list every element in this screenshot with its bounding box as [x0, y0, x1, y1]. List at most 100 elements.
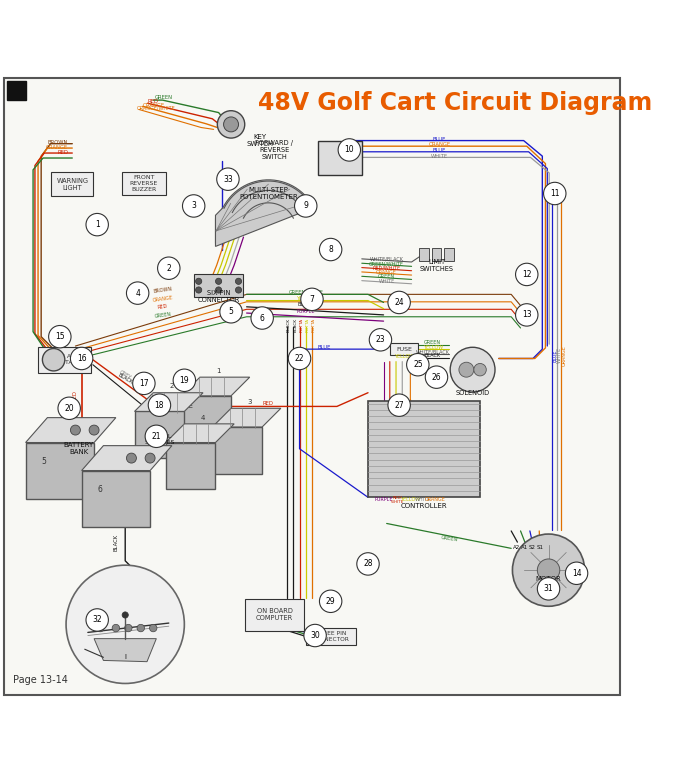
- Text: FRONT
REVERSE
BUZZER: FRONT REVERSE BUZZER: [130, 175, 158, 192]
- Text: 20: 20: [65, 404, 74, 413]
- Text: SOLENOID: SOLENOID: [456, 390, 490, 396]
- Text: ROTTA: ROTTA: [312, 318, 316, 332]
- Bar: [26, 442, 94, 499]
- Text: S1: S1: [537, 545, 544, 550]
- Circle shape: [217, 111, 244, 138]
- Circle shape: [145, 453, 155, 463]
- Text: 10: 10: [344, 145, 354, 155]
- Bar: [306, 628, 356, 645]
- Circle shape: [71, 347, 93, 369]
- Text: 4: 4: [201, 414, 205, 421]
- Bar: [181, 396, 231, 442]
- Text: 19: 19: [179, 376, 189, 385]
- Circle shape: [513, 534, 585, 606]
- Text: 13: 13: [522, 311, 532, 319]
- Text: PURPLE: PURPLE: [374, 497, 393, 502]
- Text: 2: 2: [170, 383, 174, 390]
- Text: WHITE: WHITE: [415, 497, 431, 502]
- Circle shape: [515, 264, 538, 286]
- Text: 31: 31: [544, 584, 553, 594]
- Circle shape: [425, 366, 447, 388]
- Text: GREEN/WHITE: GREEN/WHITE: [289, 289, 323, 295]
- Text: WHITE: WHITE: [379, 279, 394, 284]
- Text: 1: 1: [217, 368, 221, 374]
- Text: RED/WHITE: RED/WHITE: [373, 266, 401, 271]
- Circle shape: [217, 168, 239, 190]
- Polygon shape: [94, 638, 156, 662]
- Text: WHITE/BLACK: WHITE/BLACK: [416, 349, 449, 354]
- Circle shape: [71, 425, 80, 435]
- Circle shape: [183, 195, 205, 217]
- Text: GREEN/WHITE: GREEN/WHITE: [369, 261, 404, 267]
- Text: BROWN: BROWN: [48, 140, 68, 145]
- Text: 3: 3: [191, 202, 196, 210]
- Circle shape: [319, 238, 342, 261]
- Text: YELLOW: YELLOW: [423, 345, 443, 349]
- Text: ORANGE: ORANGE: [376, 270, 397, 275]
- Text: ORANGE: ORANGE: [425, 497, 445, 502]
- Circle shape: [537, 577, 559, 600]
- Circle shape: [251, 307, 274, 329]
- Text: GREY: GREY: [118, 369, 132, 381]
- Bar: [420, 248, 428, 261]
- Circle shape: [215, 287, 222, 293]
- Text: BLUE: BLUE: [433, 148, 446, 153]
- Text: CONTROLLER: CONTROLLER: [401, 503, 447, 509]
- Circle shape: [89, 425, 99, 435]
- Text: BLUE: BLUE: [433, 137, 446, 141]
- Text: 14: 14: [572, 569, 581, 577]
- Text: TYPICAL
5 PLACES: TYPICAL 5 PLACES: [145, 434, 174, 444]
- Text: 48V Golf Cart Circuit Diagram: 48V Golf Cart Circuit Diagram: [258, 90, 653, 114]
- Text: 2: 2: [166, 264, 171, 273]
- Text: YELLOW: YELLOW: [394, 354, 414, 359]
- Circle shape: [58, 397, 80, 420]
- Circle shape: [215, 278, 222, 284]
- Circle shape: [86, 213, 109, 236]
- Text: 6: 6: [260, 314, 265, 322]
- Text: 16: 16: [77, 354, 86, 363]
- Circle shape: [132, 372, 155, 394]
- Text: 3: 3: [247, 399, 252, 405]
- Circle shape: [338, 138, 361, 161]
- Text: WHITE: WHITE: [431, 154, 448, 158]
- Text: RED: RED: [157, 304, 168, 310]
- Polygon shape: [181, 377, 250, 396]
- Text: 29: 29: [326, 597, 335, 606]
- Text: 7: 7: [310, 295, 314, 304]
- Text: GREEN: GREEN: [153, 312, 171, 318]
- Text: ORANGE: ORANGE: [143, 103, 165, 107]
- Text: GREEN: GREEN: [440, 536, 458, 543]
- Text: YELLOW: YELLOW: [295, 295, 316, 301]
- Text: 22: 22: [295, 354, 304, 363]
- Text: 6: 6: [98, 485, 103, 494]
- Text: 27: 27: [394, 400, 404, 410]
- Text: ORANGE: ORANGE: [152, 295, 173, 303]
- Circle shape: [145, 425, 168, 448]
- Bar: [444, 248, 454, 261]
- Bar: [368, 400, 480, 497]
- Circle shape: [86, 609, 109, 632]
- Text: 26: 26: [432, 373, 441, 382]
- Circle shape: [304, 625, 327, 647]
- Circle shape: [407, 353, 429, 376]
- Text: MULTI-STEP
POTENTIOMETER: MULTI-STEP POTENTIOMETER: [239, 187, 298, 200]
- Polygon shape: [134, 393, 203, 411]
- Text: BLUE: BLUE: [318, 346, 331, 350]
- Text: RED: RED: [263, 401, 274, 407]
- Text: RED: RED: [57, 150, 68, 155]
- Text: 4: 4: [135, 288, 140, 298]
- Text: GREEN: GREEN: [378, 274, 395, 279]
- Circle shape: [158, 257, 180, 279]
- Text: WHITE: WHITE: [557, 347, 562, 363]
- Text: A1: A1: [521, 545, 528, 550]
- Text: BATTERY
BANK: BATTERY BANK: [63, 442, 94, 455]
- Circle shape: [369, 329, 392, 351]
- Text: 18: 18: [155, 400, 164, 410]
- Text: PURPLE: PURPLE: [297, 308, 315, 314]
- Text: FORWARD /
REVERSE
SWITCH: FORWARD / REVERSE SWITCH: [255, 140, 293, 160]
- Text: ORANGE/WHITE: ORANGE/WHITE: [136, 106, 175, 111]
- Circle shape: [388, 291, 410, 314]
- Text: BLUE: BLUE: [553, 349, 558, 362]
- Text: BLACK: BLACK: [113, 533, 118, 550]
- Bar: [122, 172, 166, 196]
